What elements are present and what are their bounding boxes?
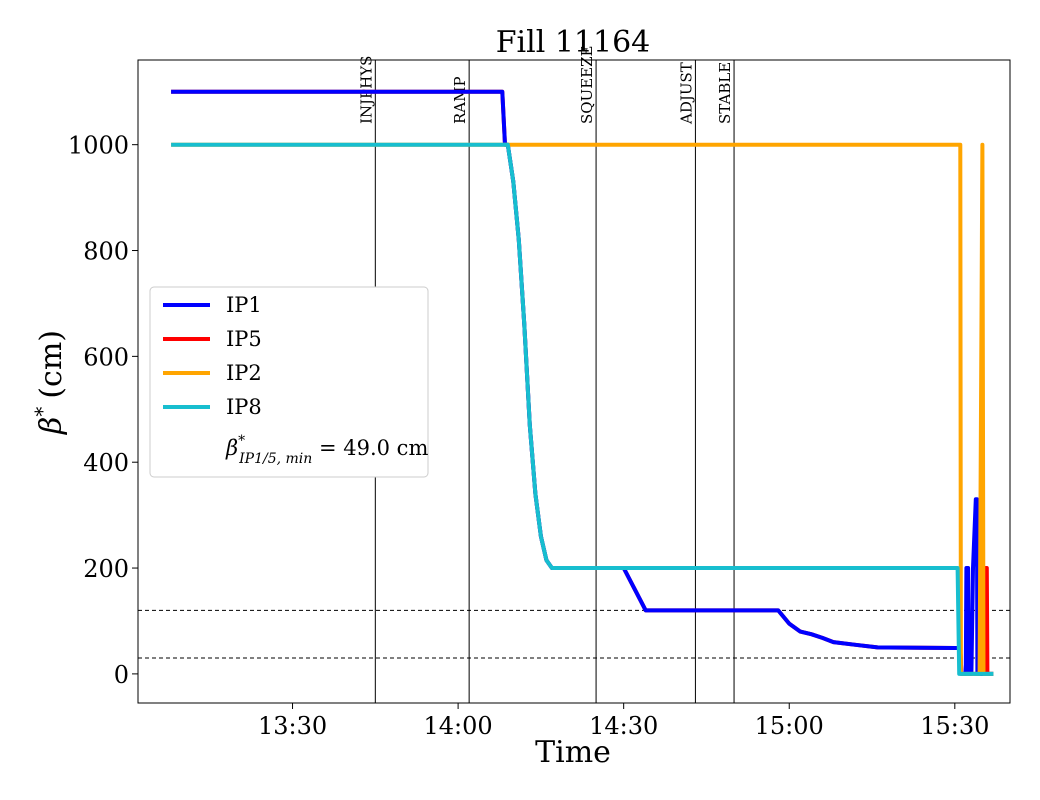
y-axis-label-sup: * xyxy=(30,407,54,417)
annotation-sup: * xyxy=(238,433,245,449)
y-tick-label: 0 xyxy=(114,661,129,689)
x-axis-label: Time xyxy=(535,735,611,770)
chart-title: Fill 11164 xyxy=(496,25,651,60)
legend-box xyxy=(149,286,429,478)
y-tick-label: 1000 xyxy=(68,132,129,160)
x-tick-label: 13:30 xyxy=(258,712,327,740)
phase-label-adjust: ADJUST xyxy=(677,62,695,125)
phase-label-injphys: INJPHYS xyxy=(357,56,375,124)
y-axis-label-symbol: β xyxy=(34,417,69,435)
y-tick-label: 200 xyxy=(83,555,129,583)
series-lines xyxy=(171,89,994,676)
annotation-symbol: β xyxy=(225,436,238,460)
legend-label-ip1: IP1 xyxy=(226,293,262,317)
plot-frame xyxy=(137,59,1011,704)
legend-items: IP1 IP5 IP2 IP8 xyxy=(163,293,262,419)
phase-label-squeeze: SQUEEZE xyxy=(578,46,596,125)
annotation-sub: IP1/5, min xyxy=(238,451,312,467)
phase-lines: INJPHYS RAMP SQUEEZE ADJUST STABLE xyxy=(357,46,735,703)
y-axis-label-unit: (cm) xyxy=(34,330,69,399)
y-tick-label: 800 xyxy=(83,238,129,266)
legend: IP1 IP5 IP2 IP8 β* IP1/5, min = 49.0 cm xyxy=(149,286,429,478)
legend-label-ip2: IP2 xyxy=(226,361,262,385)
y-tick-label: 400 xyxy=(83,449,129,477)
y-axis-ticks: 0 200 400 600 800 1000 xyxy=(68,132,138,689)
x-tick-label: 15:30 xyxy=(920,712,989,740)
x-tick-label: 14:00 xyxy=(424,712,493,740)
phase-label-ramp: RAMP xyxy=(451,76,469,124)
phase-label-stable: STABLE xyxy=(716,62,734,124)
x-axis-ticks: 13:30 14:00 14:30 15:00 15:30 xyxy=(258,703,989,740)
legend-label-ip5: IP5 xyxy=(226,327,262,351)
y-tick-label: 600 xyxy=(83,343,129,371)
series-line-ip8 xyxy=(171,142,994,676)
legend-annotation: β* IP1/5, min = 49.0 cm xyxy=(225,433,428,467)
x-tick-label: 14:30 xyxy=(589,712,658,740)
legend-label-ip8: IP8 xyxy=(226,395,262,419)
annotation-value: = 49.0 cm xyxy=(312,436,428,460)
x-tick-label: 15:00 xyxy=(755,712,824,740)
plot-area: INJPHYS RAMP SQUEEZE ADJUST STABLE xyxy=(137,46,1011,704)
reference-lines xyxy=(138,609,1010,659)
y-axis-label: β* (cm) xyxy=(30,330,69,435)
